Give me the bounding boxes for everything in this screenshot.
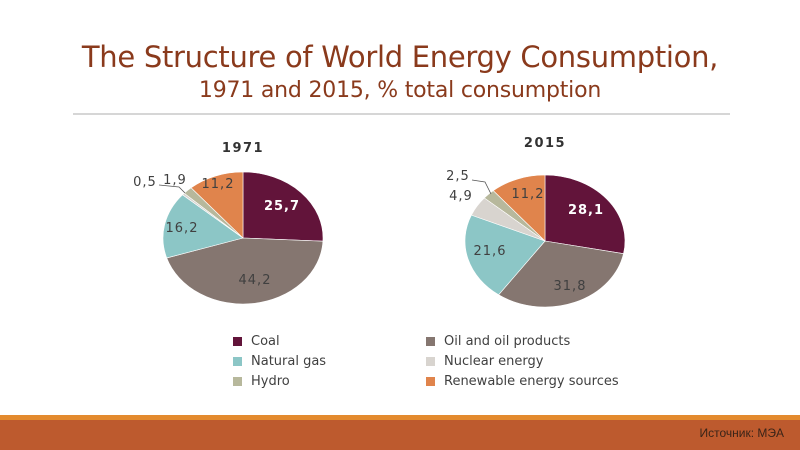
legend-item-coal: Coal [233,331,326,351]
data-label-natural-gas: 21,6 [474,244,507,259]
pie-chart-2015: 28,1 31,8 21,6 4,9 2,5 11,2 2015 [446,136,626,308]
legend-swatch [426,376,435,386]
legend-swatch [426,336,435,346]
legend-label: Natural gas [251,353,327,369]
legend-left: Coal Natural gas Hydro [233,331,326,391]
slide-title: The Structure of World Energy Consumptio… [81,40,719,74]
legend-swatch [426,356,435,366]
legend-item-renewable: Renewable energy sources [426,371,619,391]
leader-line [158,184,186,194]
legend-item-natural-gas: Natural gas [233,351,326,371]
pie-slice-coal [544,174,626,255]
slide-subtitle: 1971 and 2015, % total consumption [198,78,602,103]
data-label-coal: 25,7 [264,199,300,214]
legend-swatch [233,336,242,346]
legend-label: Hydro [251,373,290,389]
legend-label: Oil and oil products [444,333,571,349]
legend-item-oil: Oil and oil products [426,331,619,351]
legend-item-hydro: Hydro [233,371,326,391]
legend-swatch [233,356,242,366]
data-label-hydro: 2,5 [446,169,470,184]
data-label-nuclear: 0,5 [133,175,157,190]
legend-label: Renewable energy sources [444,373,619,389]
pie-slice-oil [166,237,324,305]
data-label-renewable: 11,2 [512,187,545,202]
pie-slice-oil [498,240,624,308]
footer-bar [0,420,800,450]
legend-label: Coal [251,333,280,349]
data-label-natural-gas: 16,2 [166,221,199,236]
pie-slice-natural-gas [162,194,244,259]
leader-line [471,179,492,195]
pie-title: 2015 [524,136,566,151]
data-label-oil: 31,8 [554,279,587,294]
title-divider [73,113,730,115]
pie-slice-renewable [492,174,546,242]
data-label-nuclear: 4,9 [449,189,473,204]
pie-chart-1971: 25,7 44,2 16,2 0,5 1,9 11,2 1971 [133,141,324,305]
data-label-hydro: 1,9 [163,173,187,188]
legend-swatch [233,376,242,386]
data-label-renewable: 11,2 [202,177,235,192]
source-note: Источник: МЭА [699,426,784,440]
pie-slice-natural-gas [464,214,546,296]
pie-slice-coal [242,171,324,242]
pie-title: 1971 [222,141,264,156]
legend-label: Nuclear energy [444,353,544,369]
data-label-oil: 44,2 [239,273,272,288]
legend-item-nuclear: Nuclear energy [426,351,619,371]
legend-right: Oil and oil products Nuclear energy Rene… [426,331,619,391]
data-label-coal: 28,1 [568,203,604,218]
pie-slice-renewable [190,171,244,239]
footer-stripe [0,415,800,420]
